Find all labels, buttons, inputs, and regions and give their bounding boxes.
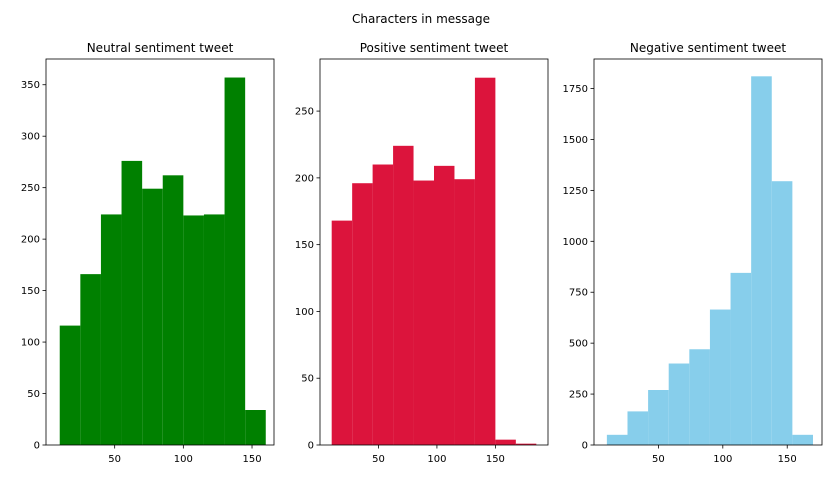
neutral-ytick-label-6: 300 — [21, 132, 40, 143]
neutral-bar-2 — [100, 214, 122, 445]
positive-bar-4 — [413, 180, 434, 445]
positive-ytick-label-0: 0 — [308, 441, 314, 452]
neutral-chart-title: Neutral sentiment tweet — [87, 41, 234, 55]
negative-xtick-label-1: 100 — [713, 454, 732, 465]
neutral-ytick-label-1: 50 — [27, 389, 40, 400]
neutral-histogram: 50 100 150 0 50 100 150 200 250 300 350 Neutral sen… — [21, 41, 275, 465]
negative-xtick-label-2: 150 — [778, 454, 797, 465]
neutral-bar-4 — [142, 188, 163, 446]
negative-ytick-label-6: 1500 — [563, 135, 588, 146]
positive-histogram: 50 100 150 0 50 100 150 200 250 Positive sentimen… — [295, 41, 549, 465]
figure-suptitle: Characters in message — [352, 12, 490, 26]
positive-xtick-label-2: 150 — [486, 454, 505, 465]
positive-ytick-label-2: 100 — [295, 307, 314, 318]
negative-bar-5 — [709, 309, 731, 445]
negative-bar-4 — [689, 349, 710, 445]
positive-bar-1 — [352, 183, 373, 445]
neutral-ytick-label-3: 150 — [21, 286, 40, 297]
negative-bar-3 — [668, 363, 690, 445]
negative-bar-1 — [627, 411, 649, 445]
neutral-ytick-label-0: 0 — [34, 441, 40, 452]
negative-histogram: 50 100 15002505007501000125015001750Negati… — [563, 41, 823, 465]
neutral-bar-8 — [224, 77, 246, 445]
positive-bar-2 — [372, 164, 394, 445]
neutral-bar-7 — [203, 214, 225, 445]
neutral-bar-9 — [245, 410, 266, 445]
neutral-bar-3 — [121, 160, 143, 446]
negative-axes-frame — [593, 58, 823, 446]
neutral-bar-0 — [59, 325, 81, 445]
positive-chart-title: Positive sentiment tweet — [360, 41, 509, 55]
negative-bar-0 — [606, 434, 628, 445]
negative-ytick-label-1: 250 — [569, 390, 588, 401]
positive-xtick-label-1: 100 — [427, 454, 446, 465]
neutral-ytick-label-4: 200 — [21, 235, 40, 246]
positive-axes-frame — [319, 58, 549, 446]
negative-chart-title: Negative sentiment tweet — [630, 41, 786, 55]
neutral-ytick-label-7: 350 — [21, 80, 40, 91]
negative-ytick-label-5: 1250 — [563, 186, 588, 197]
negative-bar-8 — [771, 181, 793, 445]
positive-ytick-label-5: 250 — [295, 107, 314, 118]
negative-bar-7 — [751, 76, 772, 445]
neutral-ytick-label-5: 250 — [21, 183, 40, 194]
positive-bar-7 — [474, 77, 496, 445]
negative-ytick-label-4: 1000 — [563, 237, 588, 248]
positive-bar-0 — [331, 220, 353, 445]
positive-bar-9 — [515, 443, 537, 445]
negative-ytick-label-0: 0 — [582, 441, 588, 452]
negative-xtick-label-0: 50 — [652, 454, 665, 465]
neutral-axes-frame — [45, 58, 275, 446]
neutral-bar-1 — [80, 274, 101, 445]
negative-bar-6 — [730, 272, 752, 445]
neutral-bar-5 — [162, 175, 184, 445]
neutral-ytick-label-2: 100 — [21, 338, 40, 349]
positive-xtick-label-0: 50 — [372, 454, 385, 465]
negative-bar-2 — [648, 390, 669, 445]
neutral-bar-6 — [183, 215, 204, 445]
negative-ytick-label-7: 1750 — [563, 84, 588, 95]
negative-bar-9 — [792, 434, 813, 445]
positive-ytick-label-3: 150 — [295, 240, 314, 251]
positive-ytick-label-1: 50 — [301, 374, 314, 385]
negative-ytick-label-2: 500 — [569, 339, 588, 350]
neutral-xtick-label-0: 50 — [108, 454, 121, 465]
neutral-xtick-label-1: 100 — [174, 454, 193, 465]
neutral-xtick-label-2: 150 — [242, 454, 261, 465]
positive-ytick-label-4: 200 — [295, 173, 314, 184]
positive-bar-5 — [434, 165, 455, 446]
positive-bar-3 — [393, 145, 414, 446]
positive-bar-6 — [454, 179, 475, 445]
negative-ytick-label-3: 750 — [569, 288, 588, 299]
positive-bar-8 — [495, 439, 516, 445]
